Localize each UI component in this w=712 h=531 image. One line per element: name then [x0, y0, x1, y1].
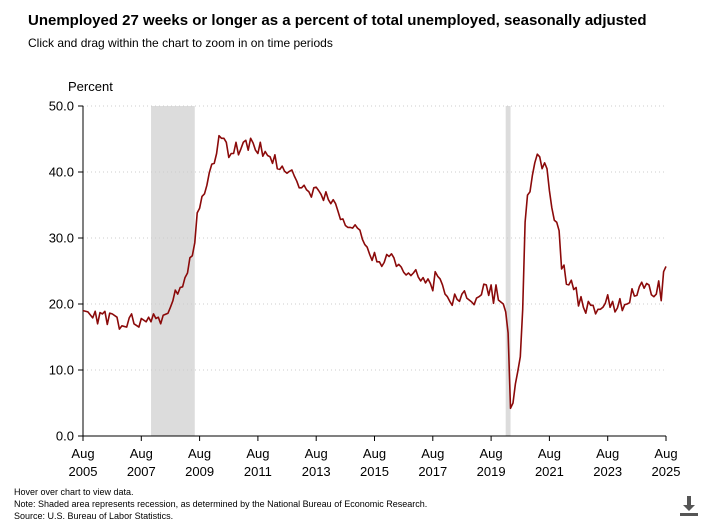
x-tick-month: Aug [305, 446, 328, 461]
x-tick-year: 2021 [535, 464, 564, 479]
chart-notes: Hover over chart to view data. Note: Sha… [14, 486, 427, 522]
y-tick-label: 10.0 [49, 363, 74, 378]
x-tick-month: Aug [71, 446, 94, 461]
y-tick-label: 30.0 [49, 231, 74, 246]
x-tick-year: 2013 [302, 464, 331, 479]
x-tick-year: 2019 [477, 464, 506, 479]
download-button[interactable] [678, 494, 700, 520]
x-tick-year: 2005 [69, 464, 98, 479]
series-group[interactable] [82, 134, 667, 410]
y-tick-label: 20.0 [49, 297, 74, 312]
x-tick-month: Aug [363, 446, 386, 461]
axes: 0.0 10.0 20.0 30.0 40.0 50.0 Aug 2005 Aug 2007 Aug… [49, 99, 681, 480]
hover-hint: Hover over chart to view data. [14, 487, 134, 497]
x-tick-month: Aug [246, 446, 269, 461]
x-tick-year: 2017 [418, 464, 447, 479]
x-tick-month: Aug [654, 446, 677, 461]
chart-subtitle: Click and drag within the chart to zoom … [28, 36, 333, 50]
y-tick-label: 50.0 [49, 99, 74, 114]
recession-shading-group [151, 106, 511, 436]
x-tick-month: Aug [538, 446, 561, 461]
series-line-0[interactable] [82, 134, 667, 410]
recession-note: Note: Shaded area represents recession, … [14, 499, 428, 509]
x-tick-year: 2011 [244, 464, 272, 479]
y-tick-label: 0.0 [56, 429, 74, 444]
x-tick-year: 2009 [185, 464, 214, 479]
download-icon [680, 496, 698, 516]
x-tick-month: Aug [421, 446, 444, 461]
x-tick-month: Aug [596, 446, 619, 461]
x-tick-month: Aug [480, 446, 503, 461]
chart-title: Unemployed 27 weeks or longer as a perce… [28, 12, 647, 29]
x-tick-month: Aug [188, 446, 211, 461]
x-tick-year: 2023 [593, 464, 622, 479]
x-tick-year: 2025 [652, 464, 681, 479]
recession-band-1 [505, 106, 511, 436]
x-tick-year: 2015 [360, 464, 389, 479]
source-note: Source: U.S. Bureau of Labor Statistics. [14, 511, 174, 521]
x-tick-month: Aug [130, 446, 153, 461]
x-tick-year: 2007 [127, 464, 156, 479]
y-axis-label: Percent [68, 79, 113, 94]
y-tick-label: 40.0 [49, 165, 74, 180]
